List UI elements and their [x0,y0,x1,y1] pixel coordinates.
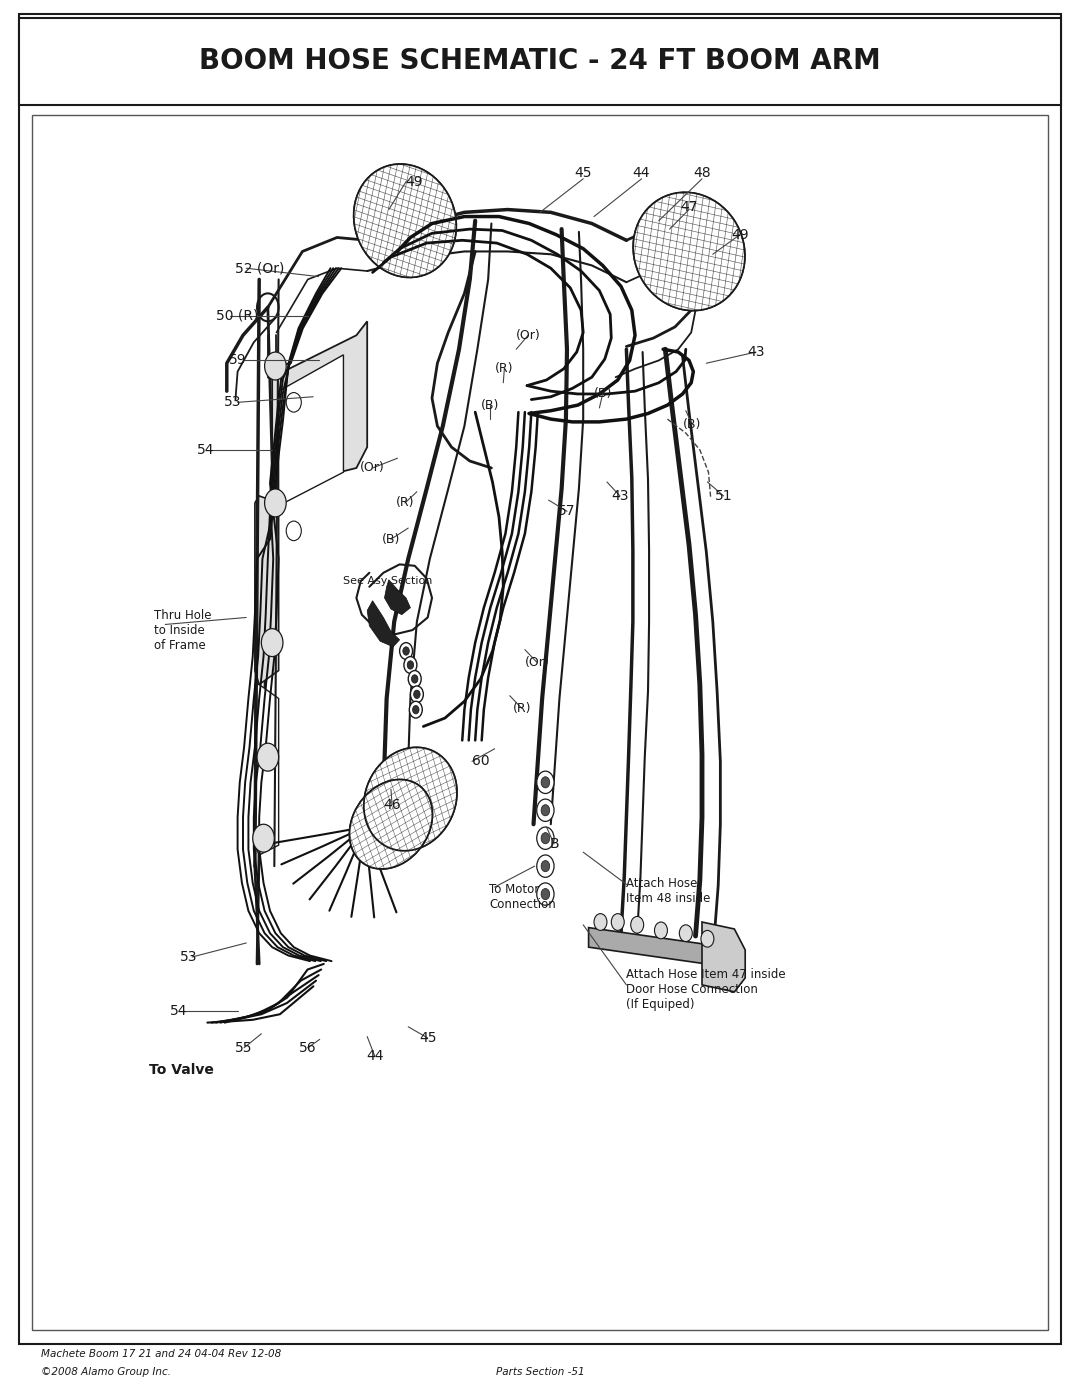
Circle shape [257,743,279,771]
Circle shape [537,855,554,877]
Text: 44: 44 [366,1049,383,1063]
Polygon shape [255,496,279,685]
Ellipse shape [633,193,745,310]
Circle shape [541,777,550,788]
Text: BOOM HOSE SCHEMATIC - 24 FT BOOM ARM: BOOM HOSE SCHEMATIC - 24 FT BOOM ARM [199,47,881,75]
Circle shape [413,705,419,714]
Text: Attach Hose Item 47 inside
Door Hose Connection
(If Equiped): Attach Hose Item 47 inside Door Hose Con… [626,968,786,1010]
Circle shape [253,824,274,852]
Text: Thru Hole
to Inside
of Frame: Thru Hole to Inside of Frame [154,609,212,651]
Text: 57: 57 [558,504,576,518]
Polygon shape [272,321,367,489]
Circle shape [654,922,667,939]
Circle shape [408,671,421,687]
Circle shape [541,833,550,844]
Text: Machete Boom 17 21 and 24 04-04 Rev 12-08: Machete Boom 17 21 and 24 04-04 Rev 12-0… [41,1348,281,1359]
Text: 45: 45 [419,1031,436,1045]
Circle shape [404,657,417,673]
Text: 49: 49 [405,175,422,189]
Circle shape [537,771,554,793]
Text: To Motor
Connection: To Motor Connection [489,883,556,911]
Circle shape [286,521,301,541]
Circle shape [409,701,422,718]
Circle shape [403,647,409,655]
Text: (R): (R) [395,496,415,510]
Text: (Or): (Or) [525,655,549,669]
Text: 48: 48 [693,166,711,180]
Circle shape [537,799,554,821]
Text: 43: 43 [747,345,765,359]
Circle shape [541,805,550,816]
Text: (B): (B) [683,418,702,432]
Circle shape [594,914,607,930]
Polygon shape [702,922,745,992]
Text: 46: 46 [383,798,401,812]
Text: (B): (B) [381,532,401,546]
Text: 53: 53 [224,395,241,409]
Text: 47: 47 [680,200,698,214]
Text: 51: 51 [715,489,732,503]
Circle shape [265,489,286,517]
Text: 45: 45 [575,166,592,180]
Circle shape [261,629,283,657]
Ellipse shape [350,780,432,869]
Circle shape [414,690,420,698]
Bar [19,18,1061,105]
Text: See Asy Section: See Asy Section [343,576,433,587]
Text: 54: 54 [197,443,214,457]
Text: 44: 44 [633,166,650,180]
Text: To Valve: To Valve [149,1063,214,1077]
Circle shape [701,930,714,947]
Text: (Or): (Or) [516,328,540,342]
Text: 55: 55 [235,1041,253,1055]
Text: 56: 56 [299,1041,316,1055]
Text: 53: 53 [180,950,198,964]
Polygon shape [384,580,410,615]
Text: Parts Section -51: Parts Section -51 [496,1366,584,1377]
Text: 60: 60 [472,754,489,768]
Text: (R): (R) [512,701,531,715]
Ellipse shape [633,193,745,310]
Text: 52 (Or): 52 (Or) [235,261,285,275]
Polygon shape [367,601,400,647]
Text: 59: 59 [229,353,246,367]
Circle shape [407,661,414,669]
Text: (R): (R) [495,362,514,376]
Circle shape [537,827,554,849]
Ellipse shape [350,780,432,869]
Polygon shape [589,928,726,967]
Text: (Or): (Or) [361,461,384,475]
Ellipse shape [353,163,457,278]
Polygon shape [255,685,279,855]
Text: 54: 54 [170,1004,187,1018]
Circle shape [265,352,286,380]
Circle shape [410,686,423,703]
Ellipse shape [364,747,457,851]
Circle shape [541,888,550,900]
Text: ©2008 Alamo Group Inc.: ©2008 Alamo Group Inc. [41,1366,171,1377]
Circle shape [631,916,644,933]
Circle shape [286,393,301,412]
Text: 50 (R): 50 (R) [216,309,258,323]
Circle shape [611,914,624,930]
Text: Attach Hose
Item 48 inside: Attach Hose Item 48 inside [626,877,711,905]
Polygon shape [279,355,343,506]
Bar [32,115,1048,1330]
Ellipse shape [353,163,457,278]
Circle shape [537,883,554,905]
Circle shape [679,925,692,942]
Circle shape [400,643,413,659]
Circle shape [411,675,418,683]
Ellipse shape [364,747,457,851]
Text: (B): (B) [593,387,612,401]
Text: (B): (B) [481,398,500,412]
Text: 43: 43 [611,489,629,503]
Text: 49: 49 [731,228,748,242]
Text: B: B [550,837,558,851]
Circle shape [541,861,550,872]
